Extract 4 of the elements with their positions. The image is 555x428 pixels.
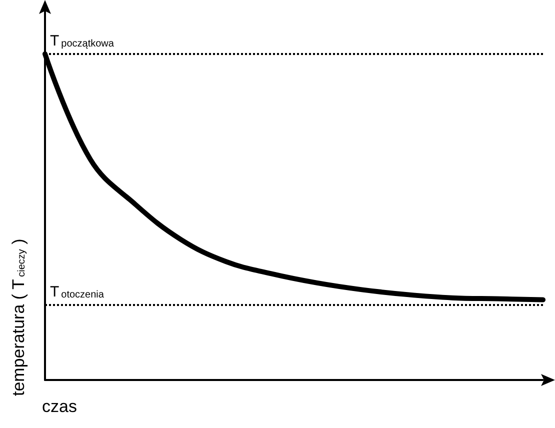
y-axis-title: temperatura ( Tcieczy ) <box>9 238 28 396</box>
ref-line-label: Totoczenia <box>50 284 104 300</box>
ref-line-label: Tpoczątkowa <box>50 32 114 50</box>
x-axis-title: czas <box>42 397 77 416</box>
